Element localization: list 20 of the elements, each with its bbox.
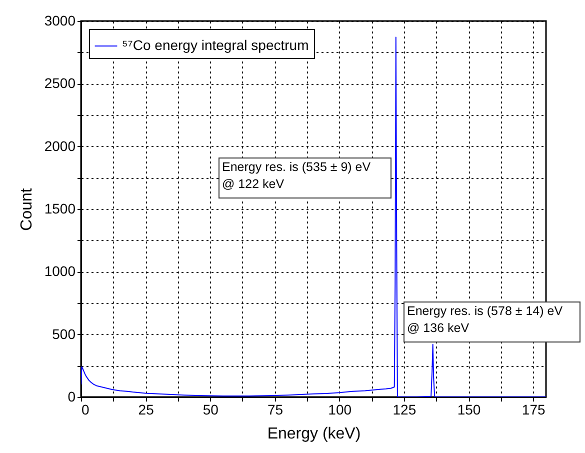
y-tick-label: 0 — [68, 388, 76, 404]
x-axis-title: Energy (keV) — [267, 426, 361, 442]
x-tick-label: 150 — [457, 402, 481, 418]
x-tick-label: 175 — [522, 402, 546, 418]
x-tick-label: 100 — [328, 402, 352, 418]
legend-label: ⁵⁷Co energy integral spectrum — [122, 37, 309, 53]
annotation: Energy res. is (578 ± 14) eV @ 136 keV — [407, 304, 564, 335]
y-tick-label: 2500 — [44, 75, 76, 92]
y-tick-label: 3000 — [44, 12, 76, 28]
x-tick-label: 25 — [138, 402, 154, 418]
annotation: Energy res. is (535 ± 9) eV @ 122 keV — [222, 160, 372, 191]
y-axis-title: Count — [18, 188, 36, 231]
x-tick-label: 75 — [267, 402, 284, 418]
y-tick-label: 2000 — [44, 138, 76, 154]
x-tick-label: 50 — [202, 402, 219, 418]
x-tick-label: 0 — [82, 402, 90, 418]
y-tick-label: 500 — [52, 326, 76, 342]
x-tick-label: 125 — [392, 402, 416, 418]
y-tick-label: 1000 — [44, 263, 76, 280]
y-tick-label: 1500 — [44, 200, 76, 216]
